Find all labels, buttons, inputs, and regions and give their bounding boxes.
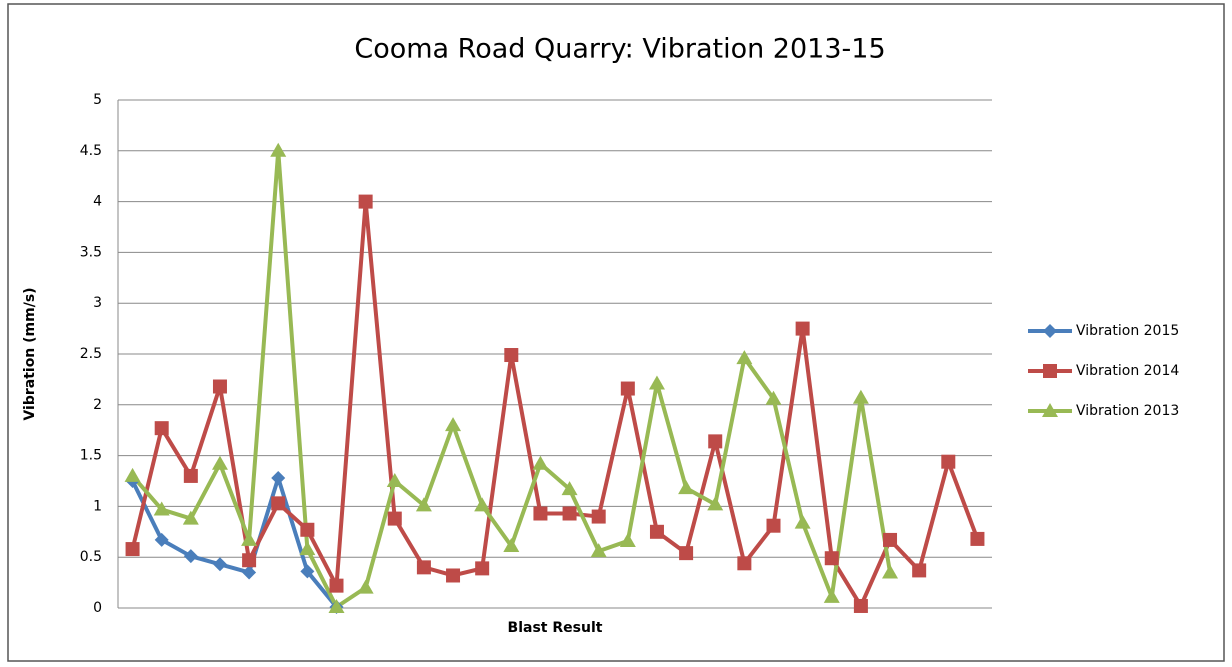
- data-point: [736, 350, 753, 365]
- y-tick-label: 0: [93, 600, 102, 616]
- data-point: [124, 467, 141, 482]
- data-point: [679, 546, 694, 561]
- y-tick-label: 1.5: [80, 448, 102, 464]
- legend-label: Vibration 2014: [1076, 363, 1179, 379]
- data-point: [737, 556, 752, 571]
- x-axis-label: Blast Result: [508, 620, 603, 636]
- data-point: [648, 375, 665, 390]
- series-line: [130, 475, 339, 609]
- y-tick-label: 1: [93, 498, 102, 514]
- data-point: [766, 518, 781, 533]
- data-point: [912, 563, 927, 578]
- data-point: [475, 561, 490, 576]
- data-point: [241, 531, 258, 546]
- data-point: [707, 496, 724, 511]
- chart-frame: [7, 3, 1225, 662]
- data-point: [765, 390, 782, 405]
- y-tick-label: 4.5: [80, 143, 102, 159]
- data-point: [242, 565, 257, 580]
- data-point: [154, 421, 169, 436]
- data-point: [415, 497, 432, 512]
- y-axis-label: Vibration (mm/s): [22, 287, 38, 420]
- y-tick-label: 2.5: [80, 346, 102, 362]
- data-point: [271, 496, 286, 511]
- y-tick-label: 5: [93, 92, 102, 108]
- data-point: [329, 578, 344, 593]
- chart-title: Cooma Road Quarry: Vibration 2013-15: [354, 34, 885, 65]
- data-point: [212, 379, 227, 394]
- data-point: [590, 543, 607, 558]
- data-point: [853, 598, 868, 613]
- data-point: [678, 480, 695, 495]
- legend-label: Vibration 2013: [1076, 403, 1179, 419]
- data-point: [183, 549, 198, 564]
- data-point: [794, 514, 811, 529]
- y-tick-label: 0.5: [80, 549, 102, 565]
- data-point: [242, 553, 257, 568]
- data-point: [561, 481, 578, 496]
- legend-label: Vibration 2015: [1076, 323, 1179, 339]
- data-point: [387, 511, 402, 526]
- data-point: [882, 564, 899, 579]
- data-point: [824, 551, 839, 566]
- data-point: [357, 579, 374, 594]
- data-point: [270, 142, 287, 157]
- data-point: [852, 389, 869, 404]
- data-point: [620, 381, 635, 396]
- data-point: [445, 417, 462, 432]
- y-tick-label: 3.5: [80, 244, 102, 260]
- data-point: [504, 348, 519, 363]
- data-point: [446, 568, 461, 583]
- data-point: [533, 506, 548, 521]
- y-tick-label: 4: [93, 194, 102, 210]
- data-point: [823, 588, 840, 603]
- legend-swatch-marker: [1042, 403, 1058, 417]
- data-point: [125, 542, 140, 557]
- data-point: [649, 524, 664, 539]
- data-point: [532, 455, 549, 470]
- data-point: [708, 434, 723, 449]
- data-point: [183, 468, 198, 483]
- data-point: [212, 557, 227, 572]
- data-point: [300, 564, 315, 579]
- data-point: [271, 470, 286, 485]
- y-tick-label: 3: [93, 295, 102, 311]
- data-point: [386, 473, 403, 487]
- data-point: [182, 510, 199, 525]
- data-point: [941, 454, 956, 469]
- data-point: [795, 321, 810, 336]
- data-point: [591, 509, 606, 524]
- data-point: [416, 560, 431, 575]
- data-point: [154, 532, 169, 547]
- data-point: [562, 506, 577, 521]
- data-point: [300, 522, 315, 537]
- data-point: [328, 598, 345, 613]
- data-point: [153, 501, 170, 516]
- y-tick-label: 2: [93, 397, 102, 413]
- data-point: [883, 532, 898, 547]
- data-point: [474, 497, 491, 512]
- data-point: [619, 532, 636, 547]
- data-point: [970, 531, 985, 546]
- legend-swatch-marker: [1043, 364, 1057, 378]
- data-point: [211, 455, 228, 470]
- data-point: [503, 538, 520, 553]
- data-point: [358, 194, 373, 209]
- data-point: [299, 541, 316, 556]
- legend-swatch-marker: [1043, 324, 1057, 338]
